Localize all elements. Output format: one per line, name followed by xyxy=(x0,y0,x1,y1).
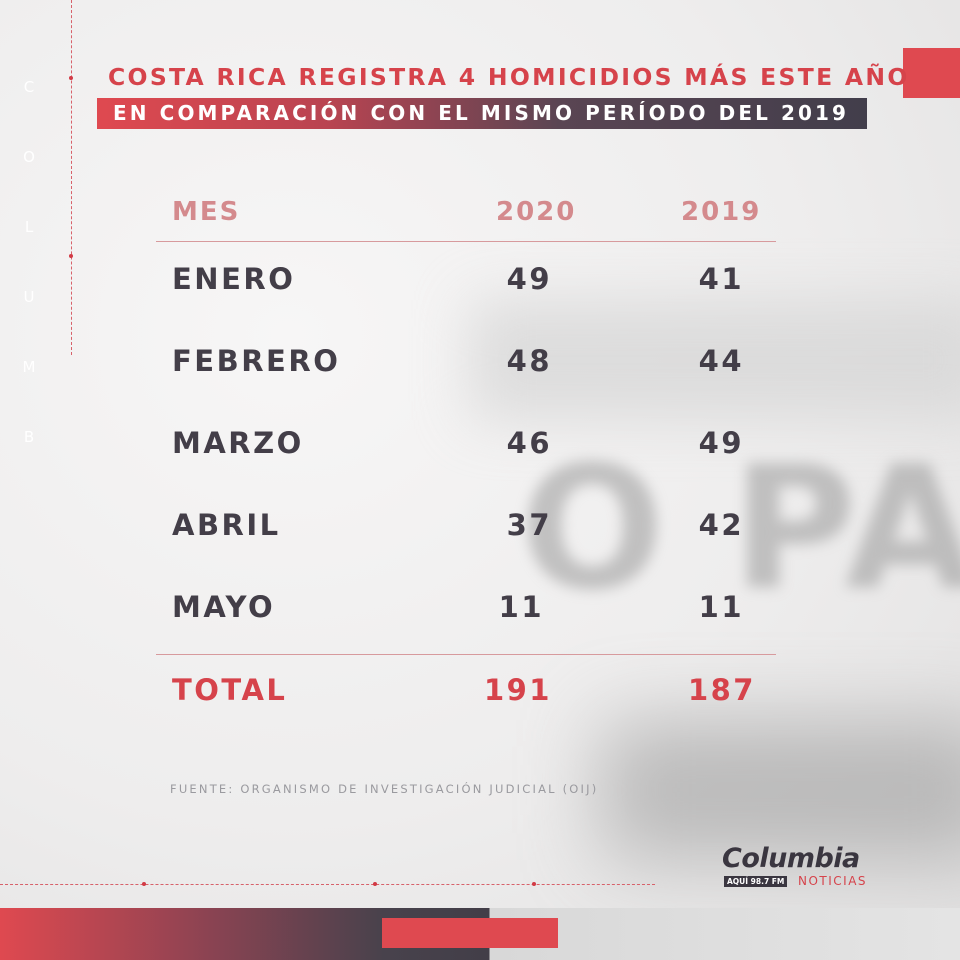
logo-subtitle: NOTICIAS xyxy=(798,874,868,888)
line-dot xyxy=(532,882,536,886)
logo-wordmark: Columbia xyxy=(722,843,860,874)
logo-tagline: AQUÍ 98.7 FM xyxy=(724,876,788,887)
columbia-logo: Columbia AQUÍ 98.7 FM NOTICIAS xyxy=(722,843,892,895)
month-cell: ENERO xyxy=(172,262,296,296)
total-2019: 187 xyxy=(687,673,756,707)
total-rule xyxy=(156,654,776,655)
value-2020-cell: 11 xyxy=(498,590,544,624)
side-letter: O xyxy=(23,148,35,166)
side-letter: L xyxy=(24,218,34,236)
header-2020: 2020 xyxy=(496,197,577,227)
value-2019-cell: 41 xyxy=(698,262,744,296)
value-2019-cell: 42 xyxy=(698,508,744,542)
value-2019-cell: 44 xyxy=(698,344,744,378)
month-cell: MARZO xyxy=(172,426,304,460)
header-rule xyxy=(156,241,776,242)
value-2020-cell: 37 xyxy=(506,508,552,542)
headline-line-2-banner: EN COMPARACIÓN CON EL MISMO PERÍODO DEL … xyxy=(97,98,867,129)
total-label: TOTAL xyxy=(172,673,288,707)
side-letter: C xyxy=(23,78,35,96)
side-brand-letters: C O L U M B xyxy=(19,78,39,498)
line-dot xyxy=(373,882,377,886)
background-blur-band xyxy=(470,300,960,420)
horizontal-dashed-line xyxy=(0,884,655,885)
headline-line-2: EN COMPARACIÓN CON EL MISMO PERÍODO DEL … xyxy=(113,101,850,125)
bottom-accent-block xyxy=(382,918,558,948)
value-2020-cell: 49 xyxy=(506,262,552,296)
side-letter: M xyxy=(22,358,36,376)
value-2019-cell: 49 xyxy=(698,426,744,460)
month-cell: ABRIL xyxy=(172,508,281,542)
line-dot xyxy=(69,76,73,80)
line-dot xyxy=(142,882,146,886)
source-note: FUENTE: ORGANISMO DE INVESTIGACIÓN JUDIC… xyxy=(170,782,599,796)
value-2020-cell: 46 xyxy=(506,426,552,460)
header-mes: MES xyxy=(172,197,241,227)
value-2020-cell: 48 xyxy=(506,344,552,378)
side-letter: B xyxy=(23,428,35,446)
background-blurred-sign: O PAS xyxy=(520,430,960,628)
line-dot xyxy=(69,254,73,258)
side-letter: U xyxy=(23,288,35,306)
background-blur-shadow xyxy=(600,720,960,860)
headline-line-1: COSTA RICA REGISTRA 4 HOMICIDIOS MÁS EST… xyxy=(108,63,910,91)
total-2020: 191 xyxy=(483,673,552,707)
vertical-dashed-line xyxy=(71,0,72,355)
corner-accent-block xyxy=(903,48,960,98)
month-cell: MAYO xyxy=(172,590,276,624)
value-2019-cell: 11 xyxy=(698,590,744,624)
month-cell: FEBRERO xyxy=(172,344,341,378)
header-2019: 2019 xyxy=(681,197,762,227)
